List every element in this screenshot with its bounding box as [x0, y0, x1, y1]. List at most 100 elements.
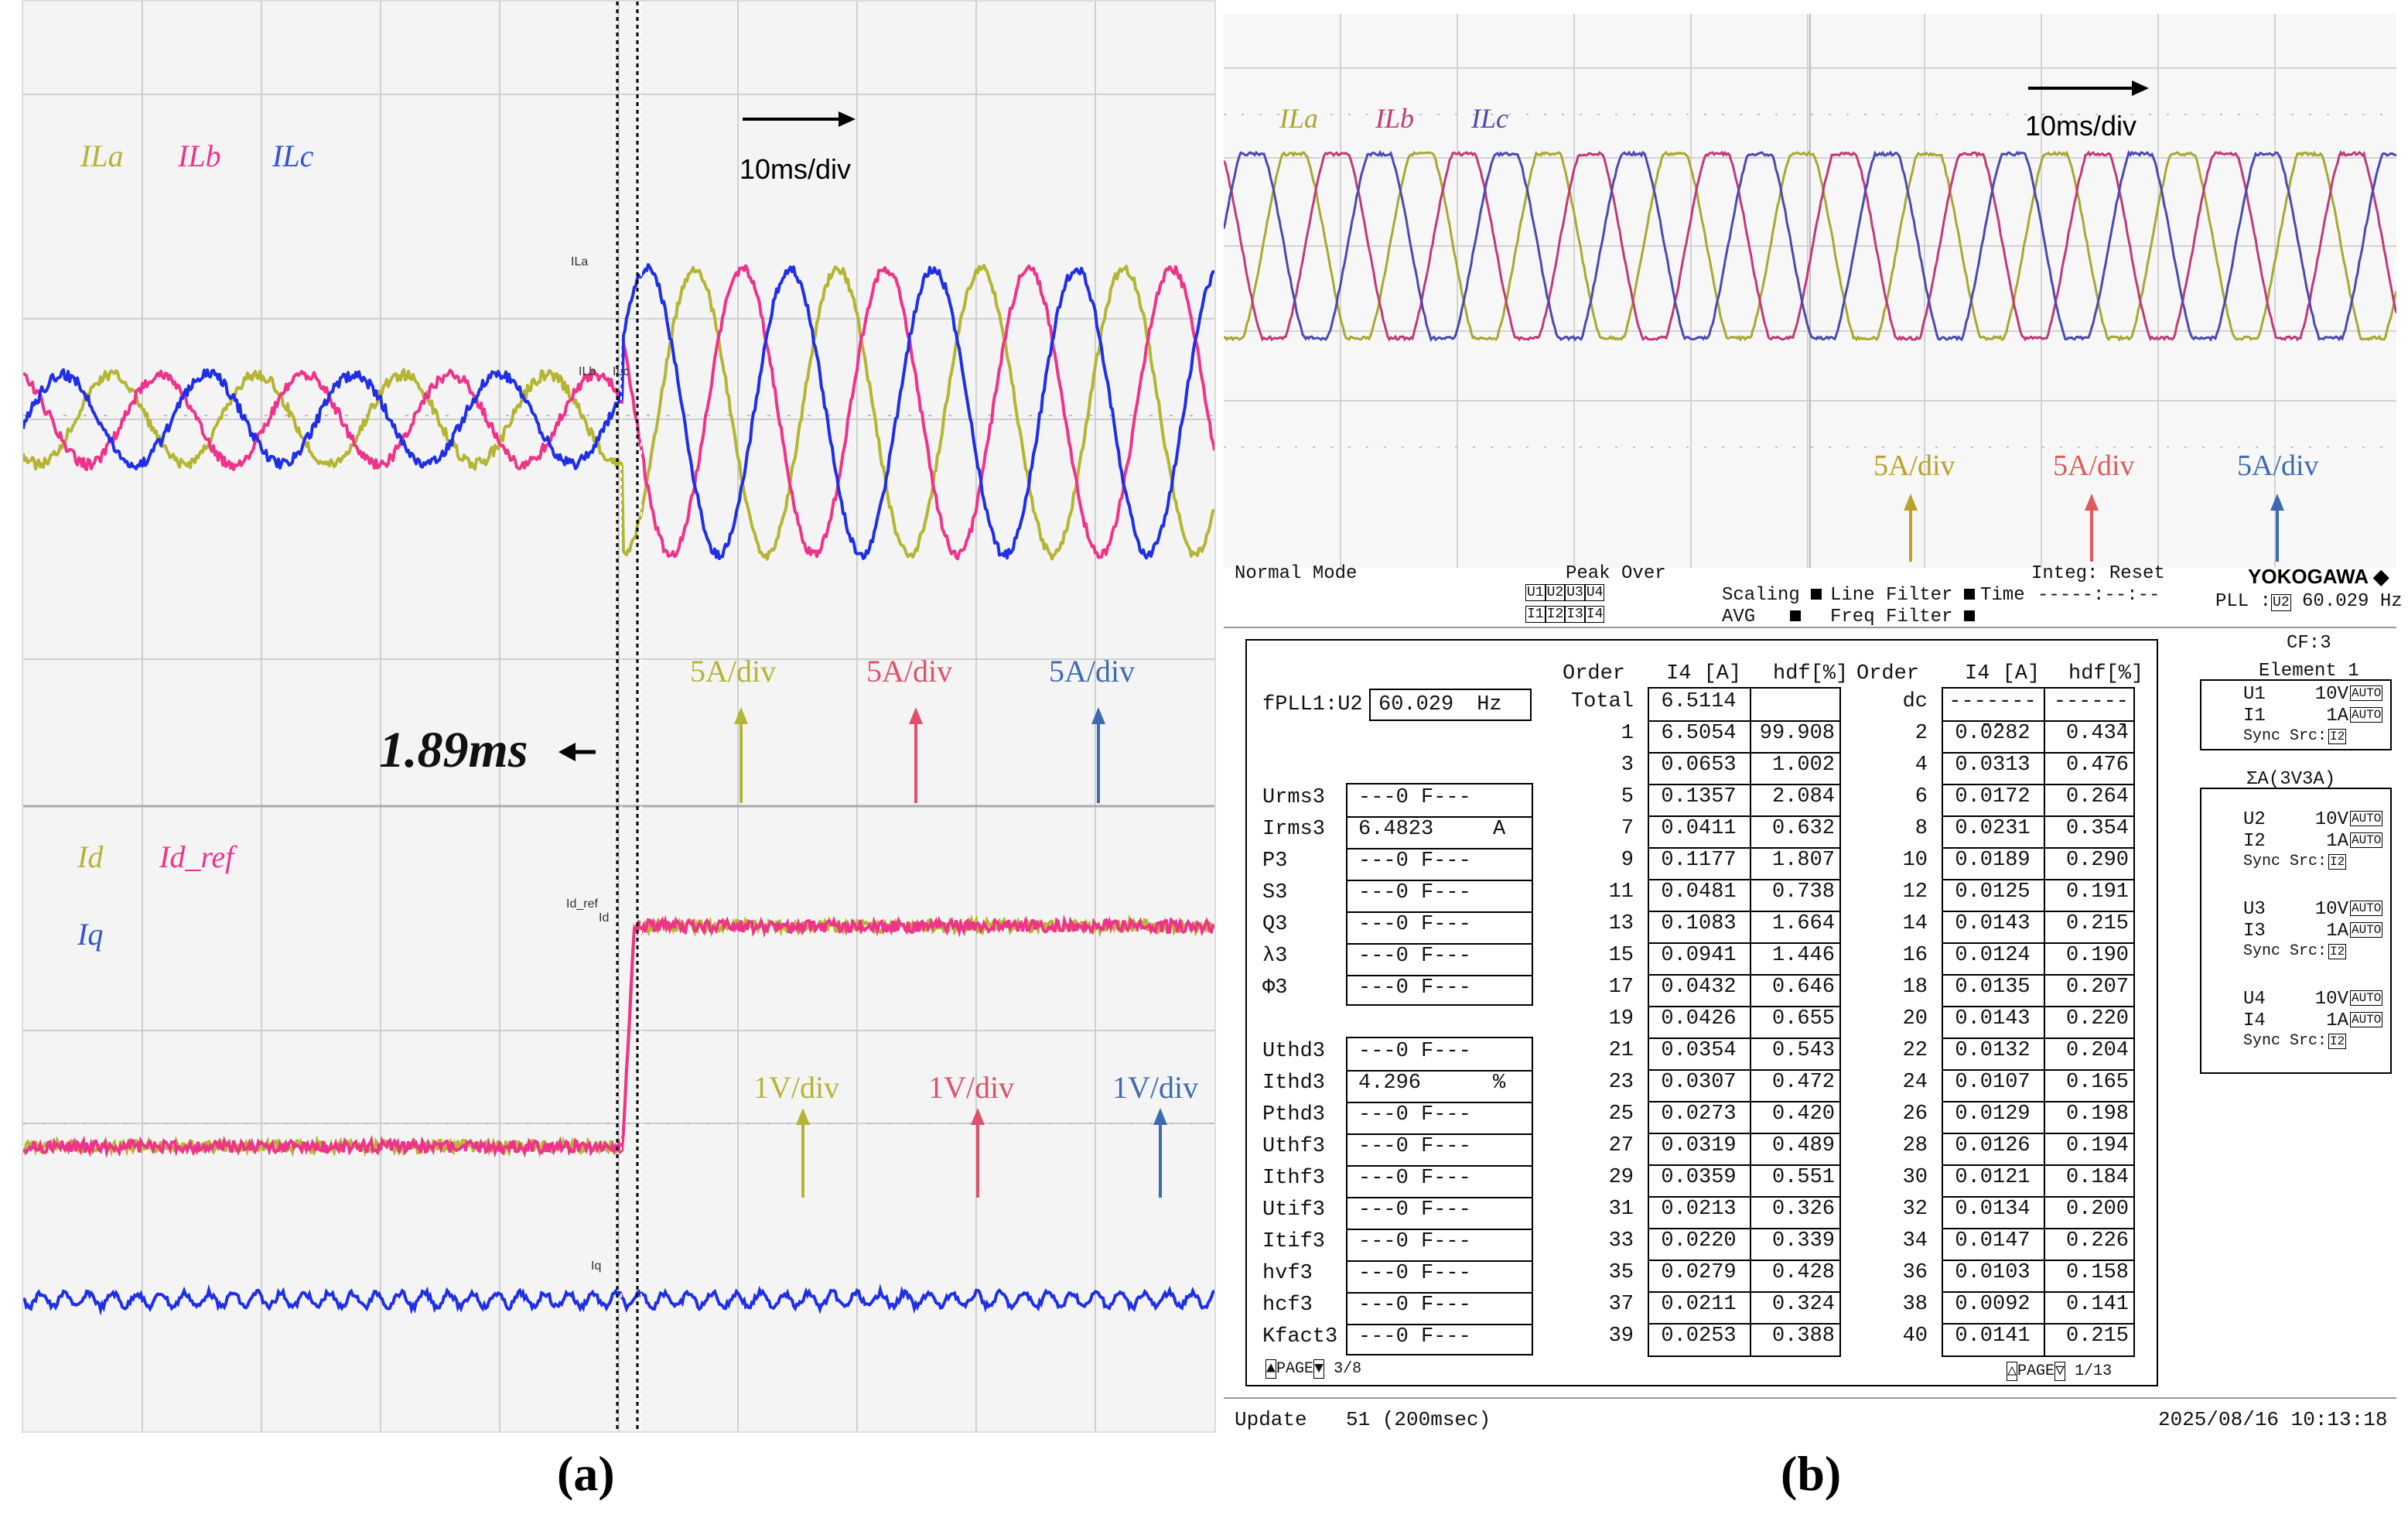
- harmonic-hdf: 2.084: [1771, 785, 1835, 808]
- range-channel: I1: [2243, 706, 2266, 726]
- harmonic-current: 0.1357: [1661, 785, 1737, 808]
- scale-b-ila: 5A/div: [1873, 450, 1955, 482]
- harmonic-current: 0.0103: [1955, 1261, 2031, 1284]
- sync-src-label: Sync Src:: [2243, 942, 2328, 960]
- harmonic-order: 1: [1621, 722, 1634, 745]
- harmonic-row-divider: [1648, 1260, 1841, 1261]
- status-mode: Normal Mode: [1235, 563, 1358, 584]
- harmonic-row-divider: [1648, 974, 1841, 976]
- update-value: 51 (200msec): [1346, 1408, 1491, 1431]
- harmonic-row-divider: [1942, 1196, 2135, 1198]
- harmonic-hdf: 0.551: [1771, 1166, 1835, 1189]
- timescale-arrowhead: [2132, 80, 2149, 96]
- page-right[interactable]: △PAGE▽ 1/13: [2007, 1362, 2113, 1381]
- harmonic-hdf: 0.655: [1771, 1007, 1835, 1031]
- trace-ila: [23, 264, 1214, 561]
- harmonic-current: 0.0092: [1955, 1293, 2031, 1316]
- harmonic-row-divider: [1942, 815, 2135, 817]
- param-value: ---0 F---: [1358, 976, 1471, 1000]
- range-value: 10V: [2314, 809, 2348, 830]
- harmonic-order: 31: [1608, 1198, 1634, 1221]
- harmonic-order: 5: [1621, 785, 1634, 808]
- fpll-label: fPLL1:U2: [1262, 693, 1363, 716]
- harmonic-row-divider: [1942, 1101, 2135, 1102]
- harmonic-current: 0.0143: [1955, 1007, 2031, 1031]
- harmonic-order: 22: [1902, 1039, 1928, 1062]
- param-row-divider: [1346, 1260, 1533, 1262]
- status-line-filter: Line Filter: [1830, 585, 1975, 606]
- auto-badge: AUTO: [2350, 1012, 2383, 1027]
- harmonic-row-divider: [1942, 1228, 2135, 1229]
- harmonic-hdf: 1.002: [1771, 754, 1835, 777]
- harmonic-current: 0.0411: [1661, 817, 1737, 840]
- range-channel: I2: [2243, 831, 2266, 852]
- harmonic-row-divider: [1942, 752, 2135, 754]
- scope-a-canvas: [23, 2, 1214, 1431]
- harm-left-header-i4: I4 [A]: [1666, 662, 1742, 685]
- harmonic-order: 8: [1914, 817, 1928, 840]
- param-name: Itif3: [1262, 1230, 1326, 1253]
- harmonic-row-divider: [1942, 1069, 2135, 1071]
- param-row-divider: [1346, 848, 1533, 849]
- sigma-title: ΣA(3V3A): [2246, 769, 2336, 790]
- harmonic-row-divider: [1942, 1323, 2135, 1325]
- scale-arrowhead: [2270, 494, 2284, 511]
- scale-a-id: 1V/div: [753, 1070, 840, 1105]
- harmonic-order: 20: [1902, 1007, 1928, 1031]
- range-channel: U4: [2243, 989, 2266, 1010]
- trace-ilc: [23, 263, 1214, 560]
- harmonic-hdf: 0.207: [2065, 976, 2129, 999]
- harmonic-hdf: 0.200: [2065, 1198, 2129, 1221]
- harmonic-order: 30: [1902, 1166, 1928, 1189]
- harmonic-row-divider: [1648, 1037, 1841, 1039]
- status-peak-over: Peak Over: [1566, 563, 1666, 584]
- trace-b-ilc: [1224, 149, 2396, 342]
- legend-id: Id: [77, 839, 104, 874]
- harmonic-current: 0.0220: [1661, 1229, 1737, 1253]
- harmonic-order: 28: [1902, 1134, 1928, 1157]
- harmonic-current: 0.0141: [1955, 1325, 2031, 1348]
- params-b-box: [1346, 1037, 1533, 1355]
- harmonic-current: 0.0354: [1661, 1039, 1737, 1062]
- harm-left-header-order: Order: [1563, 662, 1626, 685]
- status-peak-u: U1 U2 U3 U4: [1525, 584, 1605, 601]
- param-name: Φ3: [1262, 976, 1288, 1000]
- harmonic-order: 27: [1608, 1134, 1634, 1157]
- status-divider: [1224, 627, 2396, 628]
- harm-left-box: [1648, 687, 1841, 1357]
- param-name: hvf3: [1262, 1262, 1313, 1285]
- harmonic-row-divider: [1648, 1101, 1841, 1102]
- tag-ila: ILa: [571, 255, 589, 268]
- harmonic-current: 6.5054: [1661, 722, 1737, 745]
- harmonic-hdf: 0.489: [1771, 1134, 1835, 1157]
- harmonic-hdf: 0.632: [1771, 817, 1835, 840]
- harmonic-current: 0.0273: [1661, 1102, 1737, 1126]
- param-name: hcf3: [1262, 1294, 1313, 1317]
- footer-divider: [1224, 1397, 2396, 1399]
- harmonic-current: 0.0653: [1661, 754, 1737, 777]
- sync-src-value: I2: [2328, 854, 2347, 870]
- harmonic-current: 0.0432: [1661, 976, 1737, 999]
- harmonic-order: 13: [1608, 912, 1634, 935]
- param-row-divider: [1346, 1102, 1533, 1103]
- harmonic-order: 12: [1902, 880, 1928, 904]
- harmonic-hdf: 0.226: [2065, 1229, 2129, 1253]
- update-label: Update: [1235, 1408, 1307, 1431]
- harmonic-hdf: 0.215: [2065, 1325, 2129, 1348]
- legend-id-ref: Id_ref: [159, 839, 234, 874]
- page-left[interactable]: ▲PAGE▼ 3/8: [1265, 1359, 1362, 1379]
- harmonic-row-divider: [1648, 784, 1841, 785]
- harmonic-order: 40: [1902, 1325, 1928, 1348]
- param-row-divider: [1346, 975, 1533, 976]
- harmonic-order: 35: [1608, 1261, 1634, 1284]
- params-a-box: [1346, 783, 1533, 1006]
- param-row-divider: [1346, 943, 1533, 945]
- harmonic-hdf: 0.198: [2065, 1102, 2129, 1126]
- tag-id: Id: [599, 911, 610, 925]
- status-freq-filter: Freq Filter: [1830, 607, 1975, 627]
- param-row-divider: [1346, 1292, 1533, 1294]
- harmonic-hdf: 0.388: [1771, 1325, 1835, 1348]
- sync-src-value: I2: [2328, 1034, 2347, 1049]
- scope-b-grid: [1224, 14, 2396, 568]
- harmonic-current: 0.0134: [1955, 1198, 2031, 1221]
